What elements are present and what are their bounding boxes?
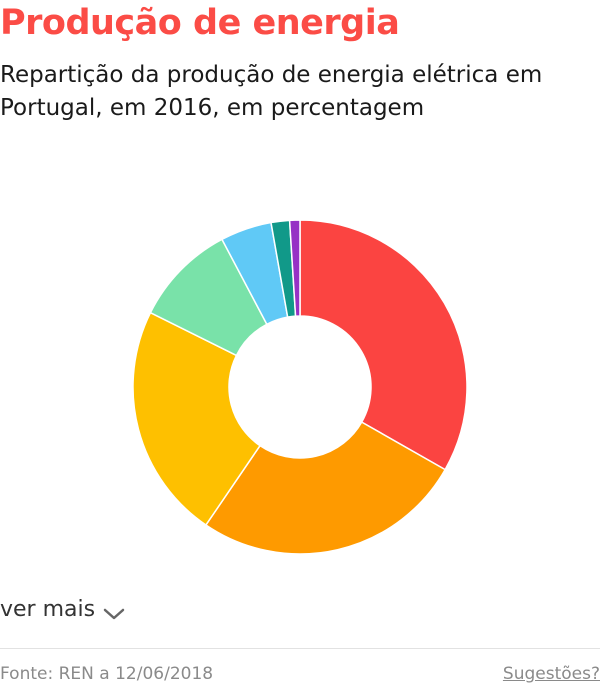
ver-mais-button[interactable]: ver mais <box>0 592 125 626</box>
donut-slice-2[interactable] <box>204 421 447 555</box>
ver-mais-label: ver mais <box>0 596 96 622</box>
donut-slice-7[interactable] <box>288 219 301 317</box>
suggestions-link[interactable]: Sugestões? <box>502 664 600 684</box>
footer-divider <box>0 648 600 649</box>
chevron-down-icon <box>103 602 125 620</box>
donut-chart <box>0 150 600 600</box>
source-text: Fonte: REN a 12/06/2018 <box>0 664 214 684</box>
donut-slice-1[interactable] <box>299 219 468 471</box>
donut-chart-svg <box>132 219 468 555</box>
donut-slice-3[interactable] <box>132 311 262 527</box>
chart-title: Produção de energia <box>0 3 400 43</box>
chart-subtitle: Repartição da produção de energia elétri… <box>0 62 543 121</box>
